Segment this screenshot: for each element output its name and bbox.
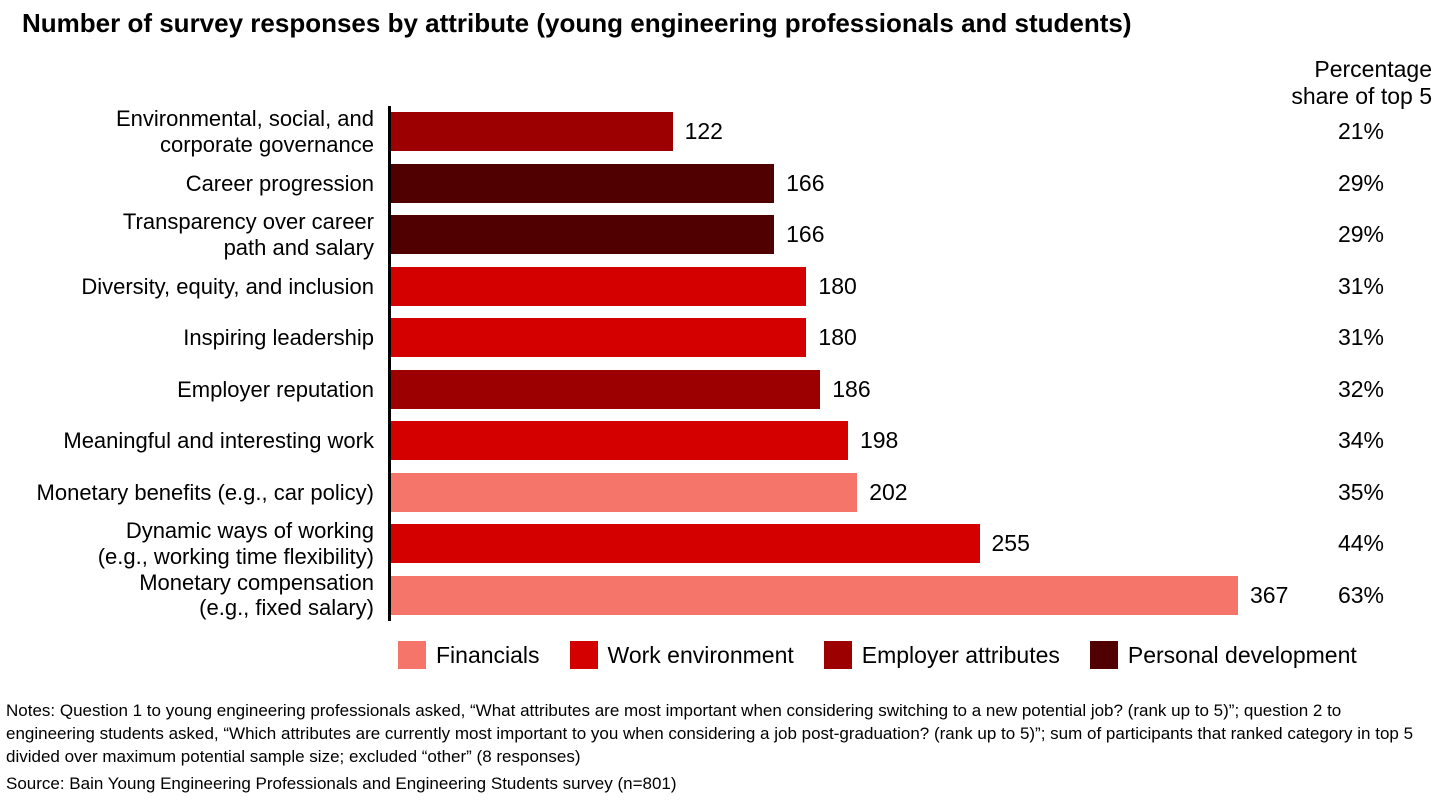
bar: [391, 472, 858, 512]
source-text: Source: Bain Young Engineering Professio…: [6, 773, 677, 793]
chart-row: Transparency over career path and salary…: [0, 209, 1440, 261]
category-label: Transparency over career path and salary: [122, 209, 374, 260]
legend-label-employer: Employer attributes: [861, 641, 1060, 668]
percentage-share-value: 31%: [1337, 272, 1384, 299]
category-label: Meaningful and interesting work: [63, 428, 374, 454]
legend: Financials Work environment Employer attri…: [398, 641, 1387, 669]
category-label: Employer reputation: [177, 376, 374, 402]
bar: [391, 163, 775, 203]
chart-row: Diversity, equity, and inclusion 180 31%: [0, 260, 1440, 312]
bar-value-label: 166: [786, 221, 825, 248]
percentage-share-value: 34%: [1337, 427, 1384, 454]
footer: Notes: Question 1 to young engineering p…: [6, 700, 1434, 796]
bar-value-label: 367: [1250, 581, 1289, 608]
bar-value-label: 122: [684, 118, 723, 145]
category-label: Diversity, equity, and inclusion: [81, 273, 374, 299]
legend-item-work: Work environment: [569, 641, 794, 669]
bar: [391, 421, 848, 461]
legend-label-work: Work environment: [607, 641, 794, 668]
category-label: Environmental, social, and corporate gov…: [115, 106, 374, 157]
bar-value-label: 198: [859, 427, 899, 454]
percentage-share-value: 29%: [1337, 169, 1384, 196]
percentage-share-value: 29%: [1337, 221, 1384, 248]
percentage-share-header-line1: Percentage: [1314, 56, 1432, 82]
chart-row: Meaningful and interesting work 198 34%: [0, 415, 1440, 467]
chart-row: Monetary compensation (e.g., fixed salar…: [0, 569, 1440, 621]
bar-value-label: 180: [818, 324, 857, 351]
bar-value-label: 180: [818, 272, 857, 299]
bar: [391, 369, 821, 409]
chart-row: Career progression 166 29%: [0, 157, 1440, 209]
bar: [391, 215, 775, 255]
bar-area: 166: [388, 157, 1238, 209]
category-label: Career progression: [185, 170, 374, 196]
chart-title: Number of survey responses by attribute …: [22, 8, 1132, 38]
bar: [391, 318, 807, 358]
bar-area: 122: [388, 106, 1238, 158]
bar-area: 180: [388, 260, 1238, 312]
bar-value-label: 166: [786, 169, 825, 196]
percentage-share-value: 35%: [1337, 478, 1384, 505]
category-label: Dynamic ways of working (e.g., working t…: [97, 518, 374, 569]
percentage-share-value: 44%: [1337, 530, 1384, 557]
chart-row: Monetary benefits (e.g., car policy) 202 3…: [0, 466, 1440, 518]
chart-row: Environmental, social, and corporate gov…: [0, 106, 1440, 158]
bar: [391, 575, 1238, 615]
category-label: Inspiring leadership: [183, 325, 374, 351]
bar: [391, 524, 980, 564]
percentage-share-value: 32%: [1337, 375, 1384, 402]
bar: [391, 112, 673, 152]
bar-value-label: 255: [991, 530, 1030, 557]
bar-area: 367: [388, 569, 1288, 621]
legend-item-financials: Financials: [398, 641, 540, 669]
bar-value-label: 202: [869, 478, 908, 505]
bar-value-label: 186: [832, 375, 871, 402]
legend-swatch-financials: [398, 641, 426, 669]
chart-rows: Environmental, social, and corporate gov…: [0, 106, 1440, 621]
percentage-share-value: 63%: [1337, 581, 1384, 608]
percentage-share-value: 31%: [1337, 324, 1384, 351]
notes-text: Notes: Question 1 to young engineering p…: [6, 701, 1414, 766]
legend-item-personal: Personal development: [1089, 641, 1357, 669]
bar-area: 186: [388, 363, 1238, 415]
bar-area: 202: [388, 466, 1238, 518]
category-label: Monetary compensation (e.g., fixed salar…: [139, 569, 374, 621]
percentage-share-value: 21%: [1337, 118, 1384, 145]
legend-label-personal: Personal development: [1127, 641, 1357, 668]
bar-area: 198: [388, 415, 1238, 467]
bar-area: 180: [388, 312, 1238, 364]
bar-area: 166: [388, 209, 1238, 261]
bar-area: 255: [388, 518, 1238, 570]
bar: [391, 266, 807, 306]
percentage-share-header-line2: share of top 5: [1291, 83, 1432, 110]
chart-row: Inspiring leadership 180 31%: [0, 312, 1440, 364]
legend-label-financials: Financials: [436, 641, 540, 668]
category-label: Monetary benefits (e.g., car policy): [36, 479, 374, 505]
legend-item-employer: Employer attributes: [823, 641, 1060, 669]
chart-row: Dynamic ways of working (e.g., working t…: [0, 518, 1440, 570]
legend-swatch-employer: [823, 641, 852, 669]
percentage-share-header: Percentage share of top 5: [1291, 56, 1432, 110]
chart-row: Employer reputation 186 32%: [0, 363, 1440, 415]
legend-swatch-personal: [1089, 641, 1118, 669]
legend-swatch-work: [569, 641, 598, 669]
